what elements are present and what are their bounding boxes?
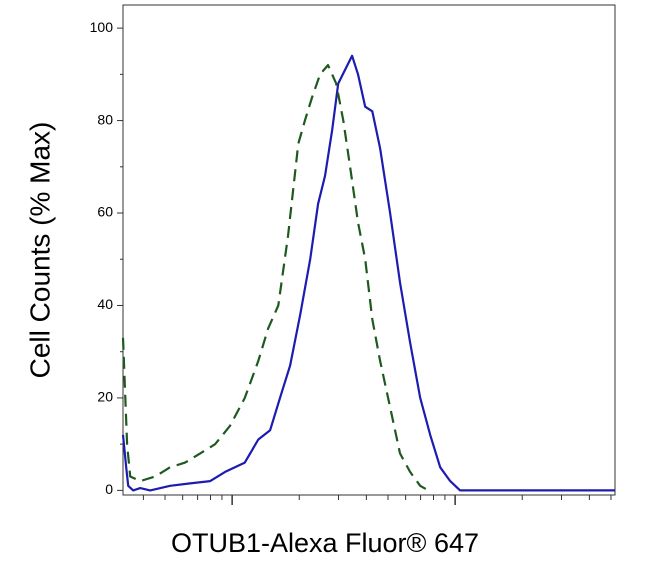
histogram-line xyxy=(121,54,615,492)
y-tick-label: 80 xyxy=(97,111,113,127)
y-tick-label: 60 xyxy=(97,204,113,220)
y-tick-label: 40 xyxy=(97,296,113,312)
y-tick-label: 100 xyxy=(90,19,114,35)
x-axis-label: OTUB1-Alexa Fluor® 647 xyxy=(171,528,479,558)
y-tick-label: 0 xyxy=(105,481,113,497)
y-axis-label: Cell Counts (% Max) xyxy=(24,122,55,379)
plot-frame xyxy=(122,4,616,496)
y-tick-label: 20 xyxy=(97,389,113,405)
histogram-line xyxy=(121,63,429,492)
